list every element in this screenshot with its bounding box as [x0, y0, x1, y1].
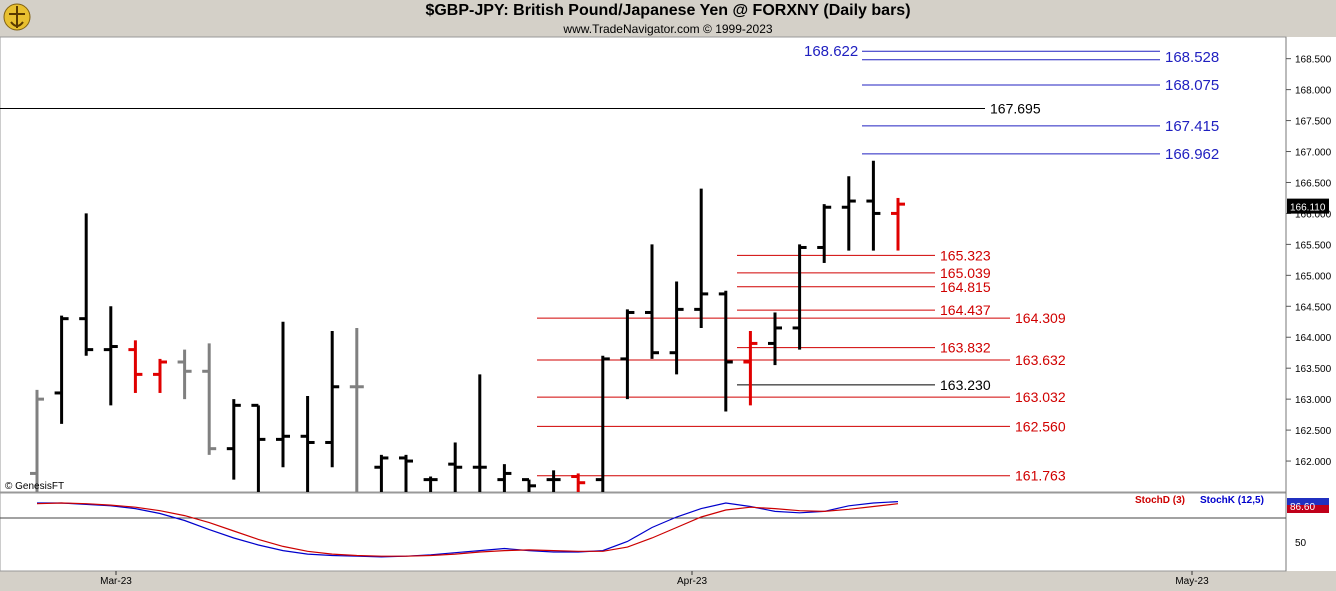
- ohlc-bar: [300, 396, 315, 492]
- y-tick-label: 163.500: [1295, 364, 1332, 375]
- ohlc-bar: [546, 470, 561, 492]
- level-label: 164.437: [940, 302, 991, 318]
- y-tick-label: 166.000: [1295, 209, 1332, 220]
- level-label: 168.528: [1165, 49, 1219, 66]
- price-axis: [1286, 37, 1336, 571]
- price-panel: [0, 36, 1287, 493]
- ohlc-bar: [30, 389, 44, 492]
- last-price-tag: 166.110: [1290, 203, 1326, 214]
- stochastic-lines: StochD (3) StochK (12,5) 86.60 50: [0, 495, 1329, 558]
- level-label: 168.622: [804, 43, 858, 60]
- watermark: © GenesisFT: [5, 481, 64, 492]
- level-label: 163.832: [940, 340, 991, 356]
- chart-title: $GBP-JPY: British Pound/Japanese Yen @ F…: [425, 2, 911, 19]
- ohlc-bar: [743, 331, 758, 406]
- level-label: 167.415: [1165, 118, 1219, 135]
- ohlc-bar: [472, 374, 487, 492]
- ohlc-bar: [497, 464, 512, 492]
- level-label: 162.560: [1015, 418, 1066, 434]
- y-axis-ticks: 168.500 168.000 167.500 167.000 166.500 166.0…: [1286, 55, 1332, 468]
- ohlc-bar: [325, 331, 340, 468]
- ohlc-bars: [30, 160, 905, 492]
- ohlc-bar: [177, 349, 192, 400]
- stoch-k-legend: StochK (12,5): [1200, 495, 1264, 506]
- ohlc-bar: [620, 309, 635, 400]
- ohlc-bar: [54, 315, 69, 424]
- y-tick-label: 165.000: [1295, 271, 1332, 282]
- stoch-last-value: 86.60: [1290, 502, 1315, 513]
- ohlc-bar: [817, 204, 832, 263]
- y-tick-label: 168.500: [1295, 55, 1332, 66]
- y-tick-label: 163.000: [1295, 395, 1332, 406]
- last-price-tag-bg: [1287, 198, 1329, 214]
- ohlc-bar: [226, 399, 241, 480]
- ohlc-bar: [669, 281, 684, 375]
- stoch-d-line: [36, 502, 899, 557]
- ohlc-bar: [103, 306, 118, 406]
- x-axis-labels: Mar-23 Apr-23 May-23: [100, 571, 1209, 587]
- ohlc-bar: [251, 403, 266, 492]
- chart-subtitle: www.TradeNavigator.com © 1999-2023: [563, 22, 773, 36]
- ohlc-bar: [448, 442, 463, 492]
- ohlc-bar: [128, 340, 143, 393]
- level-label: 165.039: [940, 265, 991, 281]
- y-tick-label: 165.500: [1295, 240, 1332, 251]
- ohlc-bar: [79, 213, 94, 356]
- level-label: 167.695: [990, 101, 1041, 117]
- level-label: 168.075: [1165, 77, 1219, 94]
- ohlc-bar: [423, 476, 438, 492]
- ohlc-bar: [645, 244, 659, 359]
- ohlc-bar: [399, 454, 413, 492]
- ohlc-bar: [202, 343, 217, 455]
- ohlc-bar: [595, 355, 610, 492]
- level-label: 163.032: [1015, 389, 1066, 405]
- ohlc-bar: [718, 290, 733, 412]
- ohlc-bar: [866, 160, 881, 251]
- y-tick-label: 164.000: [1295, 333, 1332, 344]
- level-label: 164.309: [1015, 310, 1066, 326]
- stoch-d-legend: StochD (3): [1135, 495, 1185, 506]
- x-tick-label: Apr-23: [677, 576, 707, 587]
- stoch-tick-50: 50: [1295, 538, 1307, 549]
- level-label: 161.763: [1015, 468, 1066, 484]
- level-label: 164.815: [940, 279, 991, 295]
- ohlc-bar: [694, 188, 709, 328]
- y-tick-label: 162.000: [1295, 457, 1332, 468]
- stoch-value-tag-top: [1287, 498, 1329, 505]
- level-label: 165.323: [940, 247, 991, 263]
- price-tags: 166.110: [1287, 198, 1329, 214]
- y-tick-label: 164.500: [1295, 302, 1332, 313]
- ohlc-bar: [374, 454, 389, 492]
- ohlc-bar: [841, 176, 856, 251]
- ohlc-bar: [571, 473, 586, 492]
- level-label: 166.962: [1165, 146, 1219, 163]
- y-tick-label: 167.000: [1295, 148, 1332, 159]
- y-tick-label: 168.000: [1295, 86, 1332, 97]
- ohlc-bar: [153, 358, 167, 393]
- y-tick-label: 167.500: [1295, 117, 1332, 128]
- ohlc-bar: [349, 327, 364, 492]
- ohlc-bar: [891, 197, 905, 251]
- ohlc-bar: [792, 244, 807, 350]
- ohlc-bar: [276, 321, 290, 468]
- x-tick-label: Mar-23: [100, 576, 132, 587]
- x-tick-label: May-23: [1175, 576, 1209, 587]
- y-tick-label: 166.500: [1295, 178, 1332, 189]
- trade-navigator-logo-icon: [3, 3, 31, 31]
- ohlc-bar: [768, 312, 782, 366]
- ohlc-bar: [522, 478, 536, 492]
- level-label: 163.230: [940, 377, 991, 393]
- y-tick-label: 162.500: [1295, 426, 1332, 437]
- level-label: 163.632: [1015, 352, 1066, 368]
